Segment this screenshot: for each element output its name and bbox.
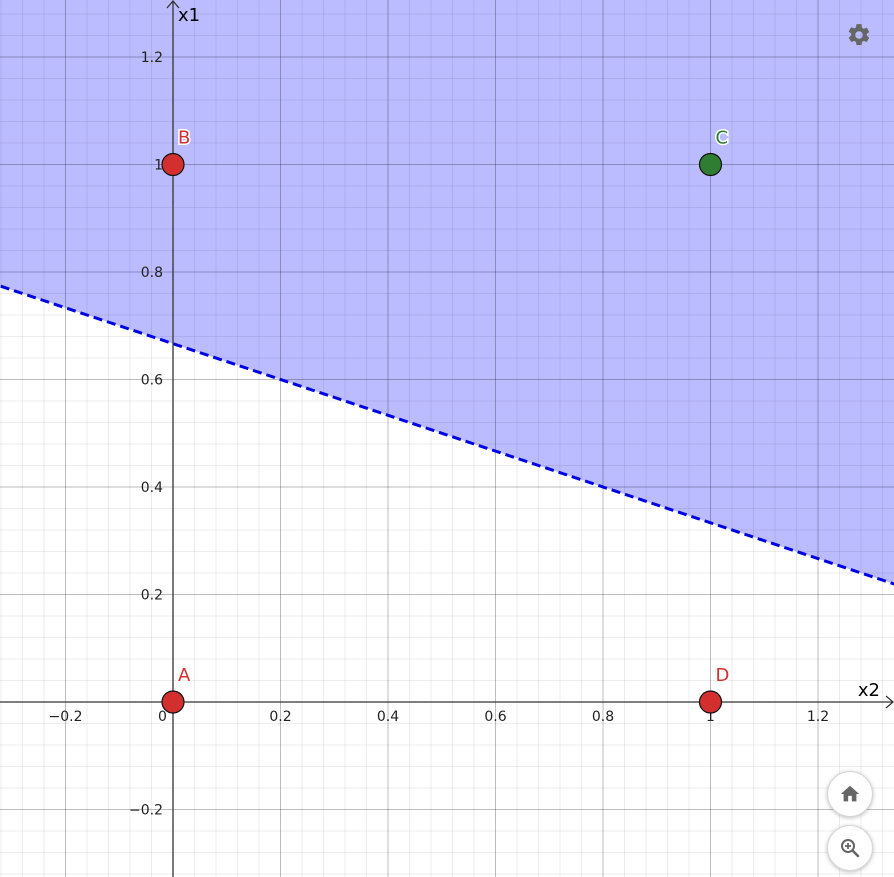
point-label-B: B bbox=[178, 128, 190, 149]
y-axis-label: x1 bbox=[178, 5, 200, 26]
settings-button[interactable] bbox=[844, 20, 874, 50]
x-tick-label: 1 bbox=[706, 709, 715, 725]
x-tick-label: 1.2 bbox=[807, 709, 829, 725]
y-tick-label: 1.2 bbox=[141, 50, 163, 66]
home-button[interactable] bbox=[827, 771, 873, 817]
shaded-region-layer bbox=[0, 0, 894, 584]
x-axis-label: x2 bbox=[858, 680, 880, 701]
shaded-region bbox=[0, 0, 894, 584]
y-axis-arrow bbox=[166, 0, 180, 9]
point-label-D: D bbox=[716, 665, 730, 686]
tick-labels: −0.2 0 0.2 0.4 0.6 0.8 1 1.2 −0.2 0.2 0.4 0.6 0.8 1 1.… bbox=[49, 50, 830, 819]
points: A B C D bbox=[161, 126, 731, 714]
x-tick-label: 0.4 bbox=[377, 709, 399, 725]
gear-icon bbox=[848, 24, 870, 46]
zoom-in-icon bbox=[841, 839, 860, 858]
x-tick-label: 0 bbox=[158, 709, 167, 725]
y-tick-label: 0.8 bbox=[141, 265, 163, 281]
point-label-C: C bbox=[716, 128, 729, 149]
boundary-line bbox=[0, 284, 894, 586]
zoom-in-button[interactable] bbox=[827, 825, 873, 871]
y-tick-label: 0.2 bbox=[141, 588, 163, 604]
x-tick-label: 0.6 bbox=[484, 709, 506, 725]
y-tick-label: 0.4 bbox=[141, 480, 163, 496]
boundary-line-layer bbox=[0, 284, 894, 586]
point-C bbox=[698, 152, 723, 177]
y-tick-label: 1 bbox=[154, 158, 163, 174]
point-B bbox=[161, 152, 185, 177]
point-D bbox=[698, 690, 723, 714]
x-axis-arrow bbox=[885, 695, 894, 709]
x-tick-label: −0.2 bbox=[49, 709, 83, 725]
y-tick-label: −0.2 bbox=[129, 803, 163, 819]
x-tick-label: 0.8 bbox=[592, 709, 614, 725]
home-icon bbox=[840, 785, 860, 802]
point-A bbox=[161, 690, 185, 714]
x-tick-label: 0.2 bbox=[269, 709, 291, 725]
point-label-A: A bbox=[178, 665, 191, 686]
y-tick-label: 0.6 bbox=[141, 373, 163, 389]
